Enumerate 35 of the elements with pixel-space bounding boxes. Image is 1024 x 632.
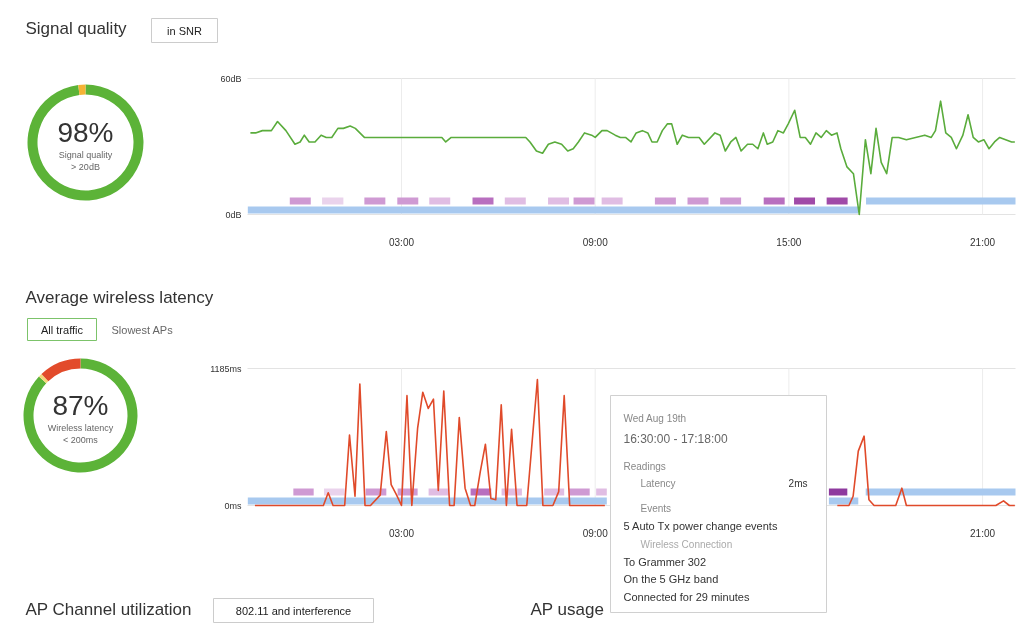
text: Wireless latency < 200ms <box>47 422 114 445</box>
y-tick-label: 60dB <box>220 73 242 84</box>
x-tick-label: 21:00 <box>970 237 996 248</box>
annotation: Events <box>640 503 672 514</box>
annotation: Wed Aug 19th <box>623 413 687 424</box>
text: AP Channel utilization <box>25 600 192 619</box>
text: AP usage <box>530 600 604 619</box>
chart-title: Average wireless latency <box>25 288 214 307</box>
text: 87% <box>52 390 109 421</box>
text: Wireless Connection <box>640 539 733 550</box>
x-tick-label: 03:00 <box>388 528 415 539</box>
annotation: 2ms <box>788 478 808 489</box>
y-tick-label: 1185ms <box>210 363 242 374</box>
text: in SNR <box>167 24 202 37</box>
y-tick-label: 0dB <box>225 209 242 220</box>
text: 98% <box>57 117 114 148</box>
chart-title: Signal quality <box>25 19 128 38</box>
x-tick-label: 21:00 <box>970 528 996 539</box>
text: Connected for 29 minutes <box>623 590 750 603</box>
line-series <box>249 100 1016 216</box>
x-tick-label: 03:00 <box>388 237 415 248</box>
text: Slowest APs <box>111 323 174 336</box>
annotation: Latency <box>640 478 676 489</box>
text: To Grammer 302 <box>623 555 707 568</box>
y-tick-label: 0ms <box>224 500 242 511</box>
text: 5 Auto Tx power change events <box>623 519 778 532</box>
x-tick-label: 15:00 <box>776 237 802 248</box>
text: 802.11 and interference <box>235 604 352 617</box>
text: On the 5 GHz band <box>623 572 719 585</box>
annotation: Readings <box>623 461 666 472</box>
annotation: 16:30:00 - 17:18:00 <box>623 431 728 446</box>
x-tick-label: 09:00 <box>582 528 609 539</box>
x-tick-label: 09:00 <box>582 237 609 248</box>
text: Signal quality > 20dB <box>58 149 113 172</box>
text: All traffic <box>41 323 84 336</box>
